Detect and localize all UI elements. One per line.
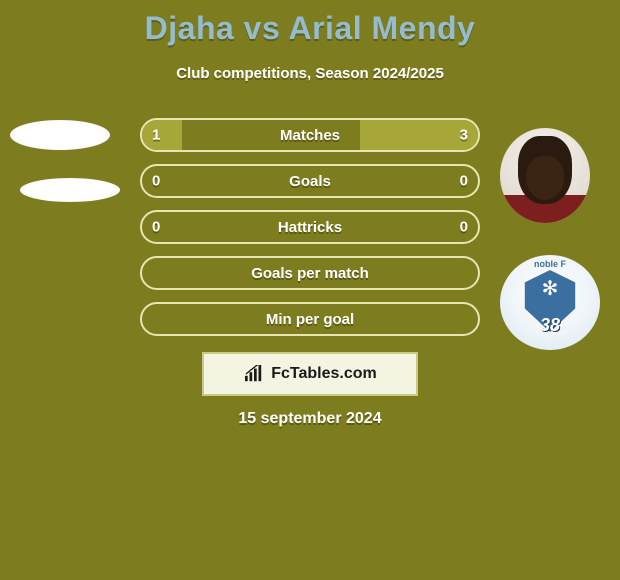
date-text: 15 september 2024 [0, 410, 620, 428]
stats-container: 1 Matches 3 0 Goals 0 0 Hattricks 0 Goals per mat… [140, 118, 480, 348]
stat-value-right: 3 [460, 127, 468, 144]
player-left-photo [10, 120, 110, 150]
team-left-logo [20, 178, 120, 202]
subtitle: Club competitions, Season 2024/2025 [0, 65, 620, 82]
brand-box[interactable]: FcTables.com [202, 352, 418, 396]
stat-value-right: 0 [460, 173, 468, 190]
badge-top-text: noble F [500, 259, 600, 269]
badge-number: 38 [500, 315, 600, 336]
stat-label: Hattricks [278, 219, 342, 236]
stat-row: Min per goal [140, 302, 480, 336]
bar-chart-icon [243, 365, 265, 383]
stat-label: Goals [289, 173, 331, 190]
stat-value-right: 0 [460, 219, 468, 236]
snowflake-icon: ✻ [538, 277, 562, 301]
page-title: Djaha vs Arial Mendy [0, 0, 620, 47]
team-right-logo: noble F ✻ 38 [500, 255, 600, 350]
stat-fill-left [142, 120, 182, 150]
stat-value-left: 0 [152, 173, 160, 190]
brand-text: FcTables.com [271, 365, 377, 383]
stat-row: 0 Goals 0 [140, 164, 480, 198]
stat-label: Matches [280, 127, 340, 144]
player-right-photo [500, 128, 590, 223]
stat-value-left: 1 [152, 127, 160, 144]
stat-label: Min per goal [266, 311, 354, 328]
stat-label: Goals per match [251, 265, 369, 282]
stat-row: 0 Hattricks 0 [140, 210, 480, 244]
stat-row: Goals per match [140, 256, 480, 290]
stat-row: 1 Matches 3 [140, 118, 480, 152]
stat-value-left: 0 [152, 219, 160, 236]
